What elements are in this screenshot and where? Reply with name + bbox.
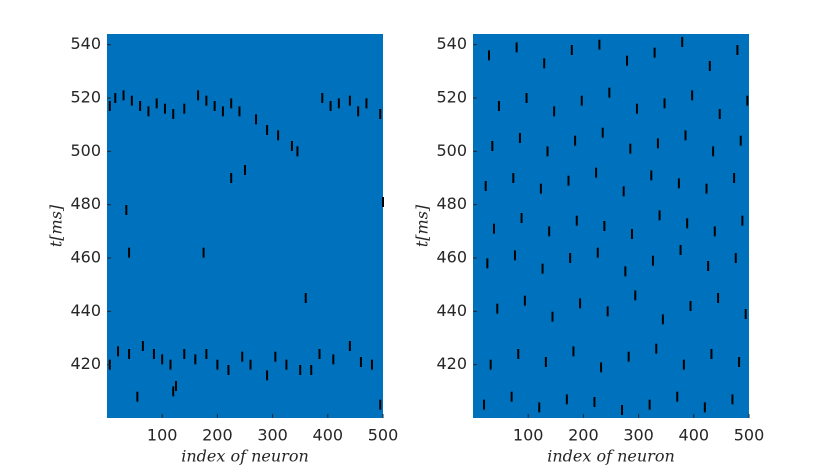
x-tick-label: 100 xyxy=(513,426,544,445)
x-tick-label: 400 xyxy=(313,426,344,445)
x-tick-label: 300 xyxy=(623,426,654,445)
x-tick-label: 200 xyxy=(202,426,233,445)
y-tick-label: 440 xyxy=(70,301,101,320)
y-tick-label: 520 xyxy=(436,88,467,107)
y-tick-label: 460 xyxy=(70,248,101,267)
y-tick-label: 540 xyxy=(436,34,467,53)
x-tick-label: 100 xyxy=(147,426,178,445)
x-tick-label: 500 xyxy=(368,426,399,445)
y-tick-label: 440 xyxy=(436,301,467,320)
x-tick-label: 400 xyxy=(679,426,710,445)
y-axis-label: t[ms] xyxy=(413,204,432,247)
plot-area xyxy=(107,34,383,418)
y-tick-label: 420 xyxy=(436,354,467,373)
y-tick-label: 480 xyxy=(70,194,101,213)
y-tick-label: 420 xyxy=(70,354,101,373)
x-tick-label: 200 xyxy=(568,426,599,445)
x-tick-label: 500 xyxy=(734,426,765,445)
x-axis-label: index of neuron xyxy=(181,447,309,466)
y-tick-label: 500 xyxy=(436,141,467,160)
x-axis-label: index of neuron xyxy=(547,447,675,466)
y-axis-label: t[ms] xyxy=(47,204,66,247)
x-tick-label: 300 xyxy=(257,426,288,445)
y-tick-label: 540 xyxy=(70,34,101,53)
plot-area xyxy=(473,34,749,418)
y-tick-label: 480 xyxy=(436,194,467,213)
y-tick-label: 500 xyxy=(70,141,101,160)
y-tick-label: 460 xyxy=(436,248,467,267)
y-tick-label: 520 xyxy=(70,88,101,107)
